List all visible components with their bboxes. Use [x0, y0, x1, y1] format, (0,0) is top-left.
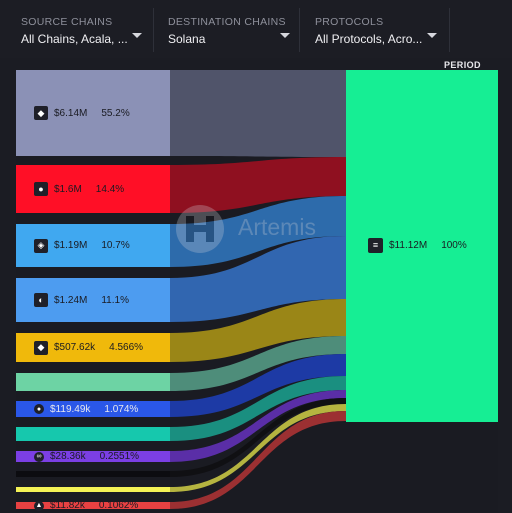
sankey-link[interactable]: [170, 404, 346, 492]
bnb-icon: ◆: [34, 340, 48, 355]
source-chains-value: All Chains, Acala, ...: [21, 32, 128, 46]
sankey-link[interactable]: [170, 376, 346, 441]
source-node[interactable]: [16, 502, 170, 509]
chevron-down-icon: [132, 33, 142, 38]
sankey-link[interactable]: [170, 196, 346, 267]
ethereum-icon: ◆: [34, 106, 48, 120]
source-node-label: ▲ $11.82k 0.1062%: [34, 499, 138, 513]
source-percentage: 0.1062%: [98, 500, 139, 511]
sui-icon: ◐: [34, 293, 48, 307]
chevron-down-icon: [427, 33, 437, 38]
source-percentage: 1.074%: [104, 403, 139, 415]
arbitrum-icon: ◈: [34, 238, 48, 253]
sankey-link[interactable]: [170, 336, 346, 391]
sankey-link[interactable]: [170, 299, 346, 362]
artemis-logo-icon: [176, 205, 224, 253]
destination-node-label: ≡ $11.12M 100%: [368, 237, 467, 253]
source-node[interactable]: [16, 487, 170, 492]
sankey-links: [170, 70, 346, 509]
watermark-text: Artemis: [238, 214, 316, 240]
source-percentage: 10.7%: [101, 240, 130, 251]
sankey-link[interactable]: [170, 236, 346, 322]
base-icon: ●: [34, 404, 44, 414]
source-amount: $6.14M: [54, 107, 88, 119]
source-node[interactable]: [16, 451, 170, 462]
source-amount: $1.19M: [54, 240, 88, 251]
sankey-link[interactable]: [170, 354, 346, 417]
source-node-label: ● $1.6M 14.4%: [34, 182, 124, 196]
destination-percentage: 100%: [441, 239, 467, 251]
protocols-value: All Protocols, Acro...: [315, 32, 423, 46]
sankey-link[interactable]: [170, 157, 346, 213]
protocols-label: PROTOCOLS: [315, 16, 384, 28]
source-node-label: ◈ $1.19M 10.7%: [34, 238, 130, 253]
source-node[interactable]: [16, 373, 170, 391]
source-node-label: ∞ $28.36k 0.2551%: [34, 450, 139, 464]
destination-amount: $11.12M: [389, 239, 428, 251]
source-node-label: ◐ $1.24M 11.1%: [34, 293, 129, 307]
source-node[interactable]: [16, 401, 170, 417]
source-node-label: ◆ $6.14M 55.2%: [34, 106, 130, 120]
filter-bar: SOURCE CHAINS All Chains, Acala, ... DES…: [0, 0, 512, 58]
source-node[interactable]: [16, 427, 170, 441]
source-amount: $11.82k: [50, 500, 85, 511]
source-chains-label: SOURCE CHAINS: [21, 16, 113, 28]
protocols-filter[interactable]: PROTOCOLS All Protocols, Acro...: [302, 8, 450, 52]
source-amount: $1.24M: [54, 294, 88, 306]
source-amount: $1.6M: [54, 183, 82, 195]
source-percentage: 0.2551%: [99, 451, 140, 462]
source-percentage: 14.4%: [95, 183, 125, 195]
sankey-link[interactable]: [170, 390, 346, 462]
source-amount: $119.49k: [50, 403, 91, 415]
destination-chains-value: Solana: [168, 32, 206, 46]
period-label: PERIOD: [444, 60, 481, 70]
source-node-label: ◆ $507.62k 4.566%: [34, 340, 144, 355]
source-amount: $507.62k: [54, 342, 96, 353]
sankey-link[interactable]: [170, 398, 346, 477]
source-node[interactable]: [16, 471, 170, 477]
source-chains-filter[interactable]: SOURCE CHAINS All Chains, Acala, ...: [12, 8, 154, 52]
polygon-icon: ∞: [34, 451, 44, 462]
source-amount: $28.36k: [50, 451, 86, 462]
solana-icon: ≡: [368, 237, 383, 253]
optimism-icon: ●: [34, 182, 48, 196]
destination-chains-filter[interactable]: DESTINATION CHAINS Solana: [156, 8, 300, 52]
sankey-link[interactable]: [170, 70, 346, 157]
avalanche-icon: ▲: [34, 500, 44, 511]
source-node-label: ● $119.49k 1.074%: [34, 402, 138, 416]
source-percentage: 55.2%: [101, 107, 130, 119]
source-percentage: 11.1%: [101, 294, 129, 306]
source-percentage: 4.566%: [109, 342, 144, 353]
sankey-link[interactable]: [170, 411, 346, 509]
chevron-down-icon: [280, 33, 290, 38]
destination-chains-label: DESTINATION CHAINS: [168, 16, 286, 28]
